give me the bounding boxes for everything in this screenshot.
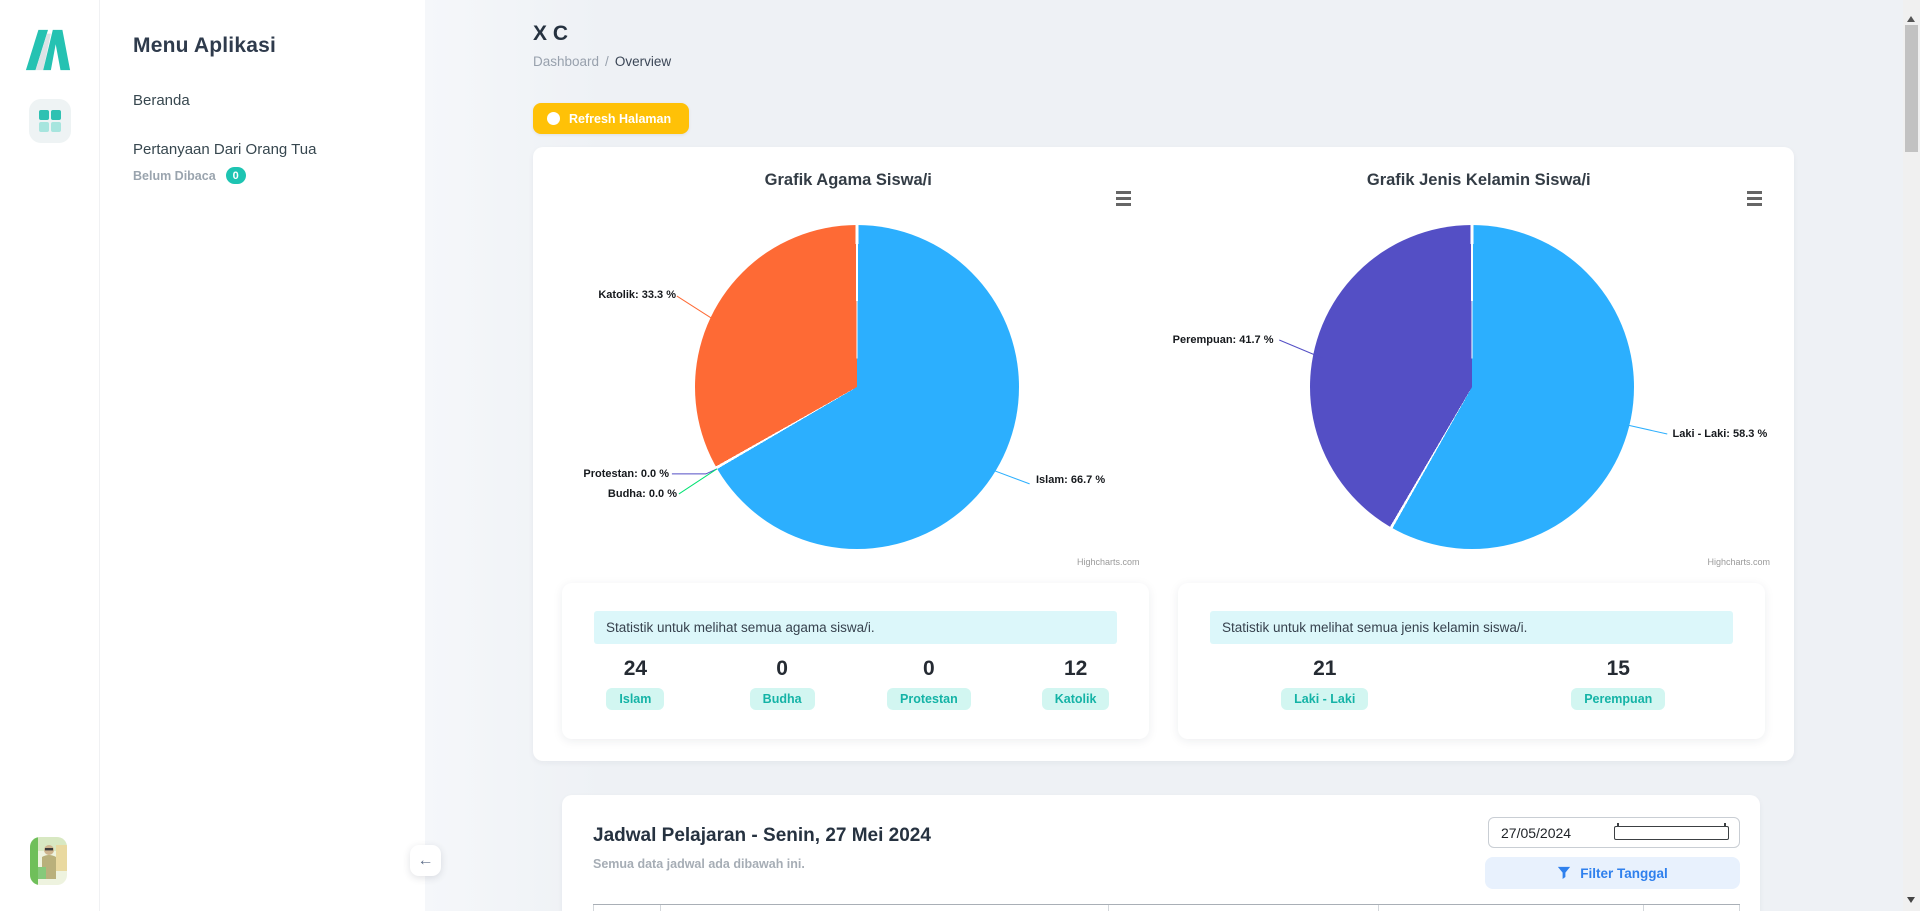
refresh-button-label: Refresh Halaman [569, 111, 672, 126]
chart-context-menu-button[interactable] [1742, 187, 1766, 209]
stat-item-budha: 0 Budha [709, 657, 856, 710]
avatar-photo [30, 837, 67, 885]
stat-value: 24 [623, 657, 648, 680]
stat-box-jenis-kelamin: Statistik untuk melihat semua jenis kela… [1178, 583, 1765, 739]
user-avatar[interactable] [30, 837, 67, 885]
hamburger-icon [1116, 190, 1131, 206]
charts-card: Grafik Agama Siswa/i Katolik: 33.3 % Pro… [533, 147, 1794, 761]
stats-row: Statistik untuk melihat semua agama sisw… [533, 577, 1794, 739]
spinner-icon [547, 112, 560, 125]
stat-box-agama: Statistik untuk melihat semua agama sisw… [562, 583, 1149, 739]
pie-label-katolik: Katolik: 33.3 % [598, 289, 676, 301]
stat-item-katolik: 12 Katolik [1002, 657, 1149, 710]
connector-islam [989, 468, 1030, 485]
pie-agama[interactable] [695, 225, 1019, 549]
breadcrumb: Dashboard / Overview [533, 54, 1903, 69]
date-value: 27/05/2024 [1501, 824, 1572, 841]
filter-tanggal-button[interactable]: Filter Tanggal [1485, 857, 1740, 889]
pie-label-islam: Islam: 66.7 % [1036, 474, 1106, 486]
scrollbar-down-arrow[interactable] [1907, 897, 1915, 903]
stat-banner: Statistik untuk melihat semua agama sisw… [594, 611, 1117, 644]
logo-icon [25, 29, 71, 71]
schedule-title: Jadwal Pelajaran - Senin, 27 Mei 2024 [593, 825, 931, 846]
app-logo[interactable] [24, 25, 72, 75]
scrollbar-up-arrow[interactable] [1907, 16, 1915, 22]
stat-value: 12 [1063, 657, 1088, 680]
breadcrumb-separator: / [605, 54, 609, 69]
sidebar-item-pertanyaan[interactable]: Pertanyaan Dari Orang Tua Belum Dibaca 0 [133, 141, 401, 184]
connector-budha [678, 468, 718, 495]
stat-label-pill: Katolik [1041, 688, 1110, 710]
stat-banner: Statistik untuk melihat semua jenis kela… [1210, 611, 1733, 644]
refresh-page-button[interactable]: Refresh Halaman [533, 103, 690, 134]
table-header-cell [661, 905, 1109, 911]
sidebar-item-label: Pertanyaan Dari Orang Tua [133, 141, 317, 158]
page-title: X C [533, 22, 569, 45]
stat-label-pill: Protestan [887, 688, 971, 710]
table-header-cell [1644, 905, 1740, 911]
connector-protestan [671, 468, 718, 475]
calendar-icon[interactable] [1614, 822, 1729, 840]
sidebar-item-beranda[interactable]: Beranda [133, 92, 190, 109]
schedule-table [593, 904, 1740, 911]
schedule-card: Jadwal Pelajaran - Senin, 27 Mei 2024 Se… [562, 795, 1760, 911]
stat-label-pill: Perempuan [1571, 688, 1666, 710]
pie-label-perempuan: Perempuan: 41.7 % [1172, 334, 1274, 346]
stat-label-pill: Budha [749, 688, 815, 710]
filter-button-label: Filter Tanggal [1580, 865, 1668, 881]
highcharts-credit-link[interactable]: Highcharts.com [1707, 557, 1770, 567]
stat-value: 0 [776, 657, 788, 680]
connector-katolik [676, 295, 714, 320]
chart-agama: Grafik Agama Siswa/i Katolik: 33.3 % Pro… [533, 147, 1164, 577]
pie-jenis-kelamin[interactable] [1309, 225, 1634, 549]
hamburger-icon [1746, 190, 1762, 206]
table-header-cell [1379, 905, 1644, 911]
sidebar: Menu Aplikasi Beranda Pertanyaan Dari Or… [100, 0, 425, 911]
unread-count-badge: 0 [225, 167, 246, 184]
page-header: X C Dashboard / Overview [533, 22, 1903, 69]
pie-label-protestan: Protestan: 0.0 % [583, 468, 669, 480]
pie-label-budha: Budha: 0.0 % [607, 488, 677, 500]
stat-item-islam: 24 Islam [562, 657, 709, 710]
grid-icon [39, 110, 61, 132]
pie-label-laki-laki: Laki - Laki: 58.3 % [1672, 428, 1768, 440]
connector-laki-laki [1626, 424, 1667, 435]
vertical-scrollbar[interactable] [1903, 0, 1920, 911]
breadcrumb-current: Overview [614, 54, 672, 69]
dashboard-grid-button[interactable] [29, 99, 71, 143]
schedule-subtitle: Semua data jadwal ada dibawah ini. [593, 857, 805, 871]
table-header-cell [593, 905, 661, 911]
highcharts-credit-link[interactable]: Highcharts.com [1076, 557, 1140, 567]
stat-value: 21 [1313, 657, 1337, 680]
chart-agama-title: Grafik Agama Siswa/i [764, 171, 932, 189]
stat-item-protestan: 0 Protestan [856, 657, 1003, 710]
stat-label-pill: Islam [606, 688, 665, 710]
scrollbar-thumb[interactable] [1905, 25, 1918, 152]
sidebar-title: Menu Aplikasi [133, 34, 277, 57]
stat-label-pill: Laki - Laki [1281, 688, 1369, 710]
chart-jenis-kelamin-title: Grafik Jenis Kelamin Siswa/i [1366, 171, 1591, 189]
stat-value: 0 [923, 657, 935, 680]
stat-value: 15 [1606, 657, 1630, 680]
main-content: X C Dashboard / Overview Refresh Halaman G… [425, 0, 1903, 911]
unread-label: Belum Dibaca [133, 168, 216, 183]
stat-item-perempuan: 15 Perempuan [1472, 657, 1766, 710]
funnel-icon [1558, 866, 1571, 879]
date-input[interactable]: 27/05/2024 [1488, 817, 1740, 848]
sidebar-collapse-button[interactable]: ← [410, 845, 441, 876]
table-header-cell [1109, 905, 1379, 911]
arrow-left-icon: ← [417, 851, 434, 869]
icon-rail [0, 0, 100, 911]
chart-jenis-kelamin: Grafik Jenis Kelamin Siswa/i Perempuan: … [1164, 147, 1795, 577]
breadcrumb-dashboard-link[interactable]: Dashboard [533, 54, 600, 69]
chart-context-menu-button[interactable] [1112, 187, 1136, 209]
stat-item-laki-laki: 21 Laki - Laki [1178, 657, 1472, 710]
